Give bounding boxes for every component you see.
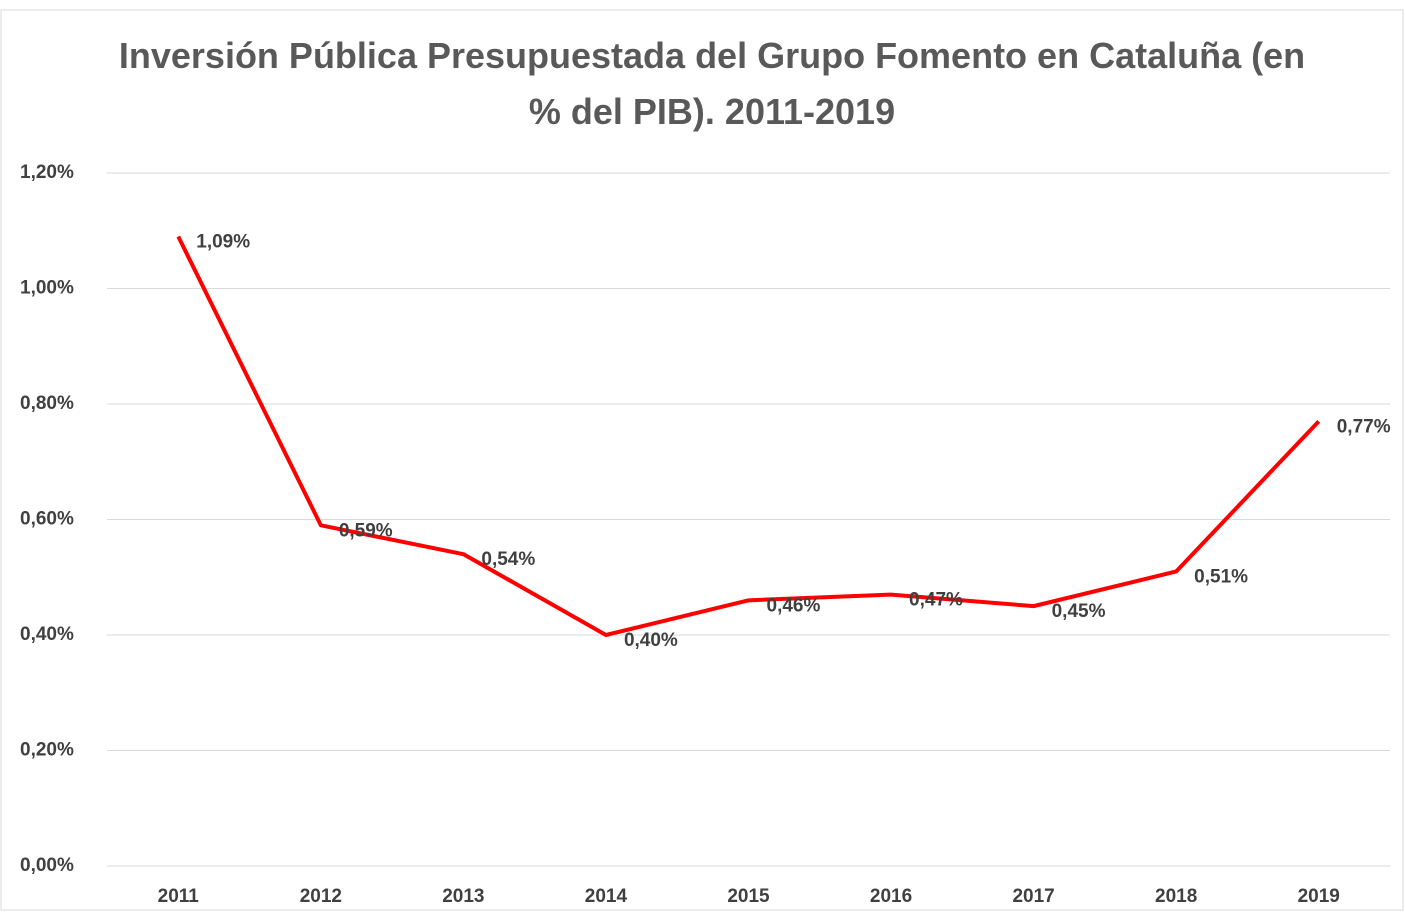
- data-label: 0,59%: [339, 520, 393, 541]
- data-label: 0,54%: [481, 549, 535, 570]
- x-tick-label: 2017: [1012, 886, 1054, 907]
- y-tick-label: 1,00%: [20, 278, 74, 299]
- line: [176, 235, 1321, 637]
- y-tick-label: 0,40%: [20, 624, 74, 645]
- data-label: 0,46%: [767, 595, 821, 616]
- x-tick-label: 2019: [1298, 886, 1340, 907]
- x-tick-label: 2015: [727, 886, 770, 907]
- y-tick-label: 1,20%: [20, 162, 74, 183]
- data-label: 0,51%: [1194, 566, 1248, 587]
- x-tick-label: 2013: [442, 886, 484, 907]
- x-tick-label: 2014: [585, 886, 628, 907]
- data-label: 0,45%: [1052, 601, 1106, 622]
- chart-title: Inversión Pública Presupuestada del Grup…: [118, 35, 1306, 132]
- y-tick-label: 0,80%: [20, 393, 74, 414]
- y-tick-label: 0,20%: [20, 740, 74, 761]
- x-tick-label: 2016: [870, 886, 912, 907]
- data-label: 1,09%: [196, 232, 250, 253]
- data-label: 0,47%: [909, 590, 963, 611]
- x-tick-label: 2011: [158, 886, 200, 907]
- x-tick-label: 2018: [1155, 886, 1197, 907]
- y-tick-label: 0,00%: [20, 855, 74, 876]
- y-tick-label: 0,60%: [20, 509, 74, 530]
- x-tick-label: 2012: [300, 886, 342, 907]
- chart-border: [0, 9, 1404, 911]
- data-label: 0,77%: [1337, 416, 1391, 437]
- data-label: 0,40%: [624, 630, 678, 651]
